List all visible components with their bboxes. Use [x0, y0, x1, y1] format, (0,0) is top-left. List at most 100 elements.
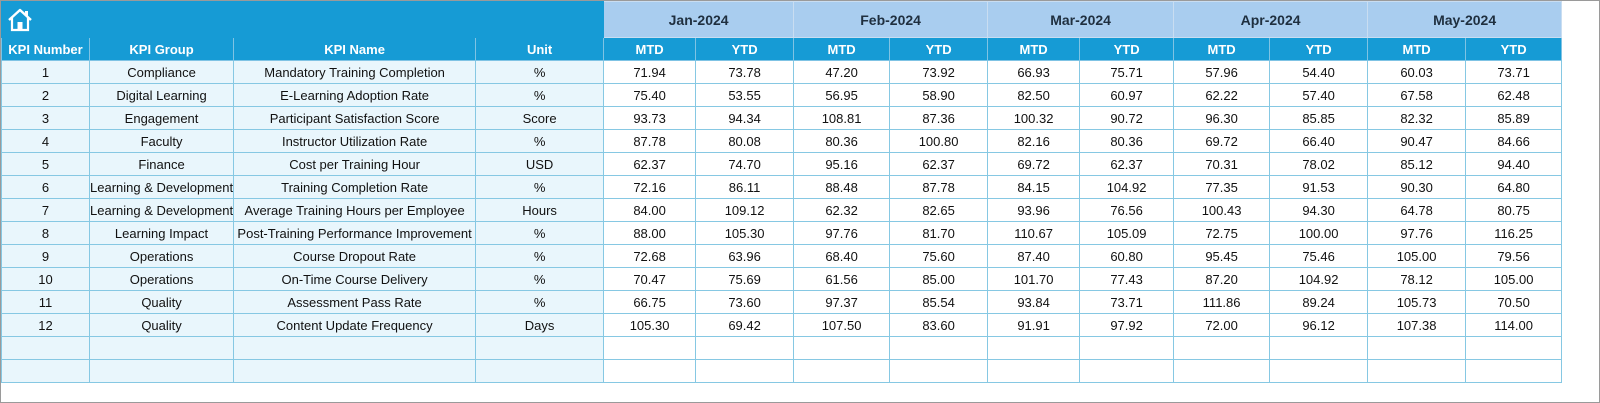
value-cell: 90.72: [1079, 106, 1175, 130]
value-cell: 53.55: [695, 83, 795, 107]
empty-cell: [233, 336, 477, 360]
value-cell: 71.94: [603, 60, 697, 84]
value-cell: 97.92: [1079, 313, 1175, 337]
value-cell: 82.65: [889, 198, 989, 222]
value-cell: 87.78: [889, 175, 989, 199]
value-cell: 47.20: [793, 60, 891, 84]
value-cell: 75.71: [1079, 60, 1175, 84]
value-cell: 114.00: [1465, 313, 1563, 337]
info-cell: Finance: [88, 152, 235, 176]
empty-cell: [1, 336, 90, 360]
value-cell: 72.00: [1173, 313, 1271, 337]
value-cell: 105.00: [1465, 267, 1563, 291]
empty-cell: [889, 359, 989, 383]
data-row: 5 Finance Cost per Training Hour USD 62.37 74…: [1, 152, 1563, 176]
data-row: 11 Quality Assessment Pass Rate% 66.75 73.60…: [1, 290, 1563, 314]
data-row: 9 Operations Course Dropout Rate% 72.68 63.9…: [1, 244, 1563, 268]
info-cell: Faculty: [88, 129, 235, 153]
empty-cell: [233, 359, 477, 383]
value-cell: 105.09: [1079, 221, 1175, 245]
data-row: 12 Quality Content Update Frequency Days 105…: [1, 313, 1563, 337]
info-cell: 12: [1, 313, 90, 337]
column-header: KPI Name: [233, 37, 477, 61]
value-cell: 107.38: [1367, 313, 1467, 337]
value-cell: 75.46: [1269, 244, 1369, 268]
value-cell: 94.40: [1465, 152, 1563, 176]
value-cell: 78.02: [1269, 152, 1369, 176]
info-cell: Digital Learning: [88, 83, 235, 107]
value-cell: 77.35: [1173, 175, 1271, 199]
value-cell: 109.12: [695, 198, 795, 222]
value-cell: 73.92: [889, 60, 989, 84]
value-cell: 80.36: [793, 129, 891, 153]
info-cell: %: [475, 175, 605, 199]
month-header: Apr-2024: [1173, 1, 1369, 38]
value-cell: 57.40: [1269, 83, 1369, 107]
empty-row: [1, 359, 1563, 383]
sub-header: YTD: [695, 37, 795, 61]
value-cell: 88.48: [793, 175, 891, 199]
value-cell: 73.60: [695, 290, 795, 314]
empty-cell: [793, 336, 891, 360]
value-cell: 77.43: [1079, 267, 1175, 291]
data-row: 6 Learning & Development Training Completi…: [1, 175, 1563, 199]
value-cell: 88.00: [603, 221, 697, 245]
value-cell: 54.40: [1269, 60, 1369, 84]
value-cell: 93.73: [603, 106, 697, 130]
value-cell: 62.22: [1173, 83, 1271, 107]
empty-cell: [88, 359, 235, 383]
info-cell: Quality: [88, 290, 235, 314]
info-cell: Quality: [88, 313, 235, 337]
empty-cell: [987, 336, 1081, 360]
empty-cell: [1173, 336, 1271, 360]
value-cell: 61.56: [793, 267, 891, 291]
empty-cell: [1269, 359, 1369, 383]
value-cell: 68.40: [793, 244, 891, 268]
value-cell: 69.72: [1173, 129, 1271, 153]
value-cell: 57.96: [1173, 60, 1271, 84]
value-cell: 62.37: [1079, 152, 1175, 176]
value-cell: 69.42: [695, 313, 795, 337]
value-cell: 70.50: [1465, 290, 1563, 314]
value-cell: 87.20: [1173, 267, 1271, 291]
value-cell: 82.50: [987, 83, 1081, 107]
info-cell: USD: [475, 152, 605, 176]
column-header: KPI Number: [1, 37, 90, 61]
value-cell: 66.75: [603, 290, 697, 314]
empty-cell: [1079, 336, 1175, 360]
value-cell: 82.16: [987, 129, 1081, 153]
info-cell: %: [475, 290, 605, 314]
value-cell: 116.25: [1465, 221, 1563, 245]
empty-cell: [695, 336, 795, 360]
info-cell: 7: [1, 198, 90, 222]
info-cell: On-Time Course Delivery: [233, 267, 477, 291]
value-cell: 100.43: [1173, 198, 1271, 222]
value-cell: 73.78: [695, 60, 795, 84]
info-cell: 6: [1, 175, 90, 199]
home-button[interactable]: [6, 7, 34, 33]
value-cell: 66.40: [1269, 129, 1369, 153]
info-cell: Learning & Development: [88, 175, 235, 199]
value-cell: 90.30: [1367, 175, 1467, 199]
info-cell: %: [475, 244, 605, 268]
info-cell: Operations: [88, 244, 235, 268]
empty-cell: [603, 359, 697, 383]
value-cell: 62.48: [1465, 83, 1563, 107]
month-header: Mar-2024: [987, 1, 1175, 38]
value-cell: 62.37: [603, 152, 697, 176]
value-cell: 60.03: [1367, 60, 1467, 84]
value-cell: 95.45: [1173, 244, 1271, 268]
info-cell: %: [475, 83, 605, 107]
sub-header: MTD: [603, 37, 697, 61]
value-cell: 100.00: [1269, 221, 1369, 245]
value-cell: 94.34: [695, 106, 795, 130]
info-cell: E-Learning Adoption Rate: [233, 83, 477, 107]
value-cell: 66.93: [987, 60, 1081, 84]
value-cell: 72.68: [603, 244, 697, 268]
value-cell: 72.16: [603, 175, 697, 199]
value-cell: 100.32: [987, 106, 1081, 130]
value-cell: 84.66: [1465, 129, 1563, 153]
info-cell: Course Dropout Rate: [233, 244, 477, 268]
empty-cell: [475, 359, 605, 383]
sub-header: YTD: [1465, 37, 1563, 61]
